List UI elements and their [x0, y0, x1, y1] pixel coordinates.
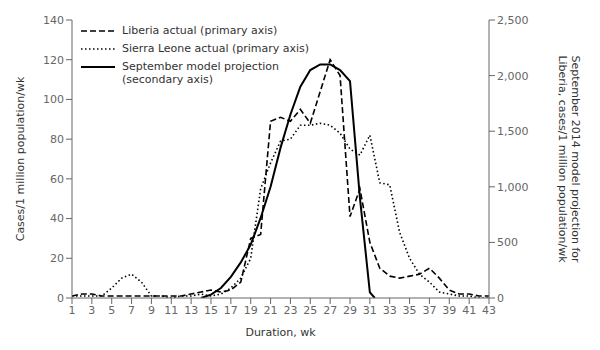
svg-text:41: 41: [462, 304, 476, 317]
svg-text:140: 140: [43, 14, 64, 27]
svg-text:21: 21: [264, 304, 278, 317]
svg-text:27: 27: [323, 304, 337, 317]
svg-text:5: 5: [108, 304, 115, 317]
svg-text:20: 20: [50, 252, 64, 265]
svg-text:29: 29: [343, 304, 357, 317]
svg-text:1,000: 1,000: [497, 181, 529, 194]
svg-text:31: 31: [363, 304, 377, 317]
svg-text:17: 17: [224, 304, 238, 317]
svg-text:19: 19: [244, 304, 258, 317]
svg-text:0: 0: [497, 292, 504, 305]
svg-text:2,000: 2,000: [497, 70, 529, 83]
svg-text:80: 80: [50, 133, 64, 146]
svg-text:33: 33: [383, 304, 397, 317]
svg-text:September 2014 model projectio: September 2014 model projection forLiber…: [556, 55, 582, 263]
svg-text:9: 9: [148, 304, 155, 317]
svg-text:35: 35: [403, 304, 417, 317]
svg-text:500: 500: [497, 236, 518, 249]
svg-text:40: 40: [50, 212, 64, 225]
svg-text:3: 3: [88, 304, 95, 317]
svg-text:39: 39: [442, 304, 456, 317]
svg-text:37: 37: [422, 304, 436, 317]
html-text:Liberia actual (primary axis): Liberia actual (primary axis): [122, 24, 278, 37]
svg-text:15: 15: [204, 304, 218, 317]
svg-text:13: 13: [184, 304, 198, 317]
svg-text:7: 7: [128, 304, 135, 317]
svg-text:Duration, wk: Duration, wk: [245, 326, 316, 339]
svg-text:1: 1: [69, 304, 76, 317]
html-text:(secondary axis): (secondary axis): [122, 73, 214, 86]
svg-text:23: 23: [283, 304, 297, 317]
svg-text:11: 11: [164, 304, 178, 317]
svg-text:0: 0: [57, 292, 64, 305]
svg-text:1,500: 1,500: [497, 125, 529, 138]
svg-text:Cases/1 million population/wk: Cases/1 million population/wk: [14, 76, 27, 241]
svg-text:43: 43: [482, 304, 496, 317]
svg-text:120: 120: [43, 54, 64, 67]
svg-text:60: 60: [50, 173, 64, 186]
svg-text:25: 25: [303, 304, 317, 317]
html-text:September model projection: September model projection: [122, 60, 279, 73]
svg-text:100: 100: [43, 93, 64, 106]
html-text:Sierra Leone actual (primary a: Sierra Leone actual (primary axis): [122, 42, 310, 55]
svg-text:2,500: 2,500: [497, 14, 529, 27]
